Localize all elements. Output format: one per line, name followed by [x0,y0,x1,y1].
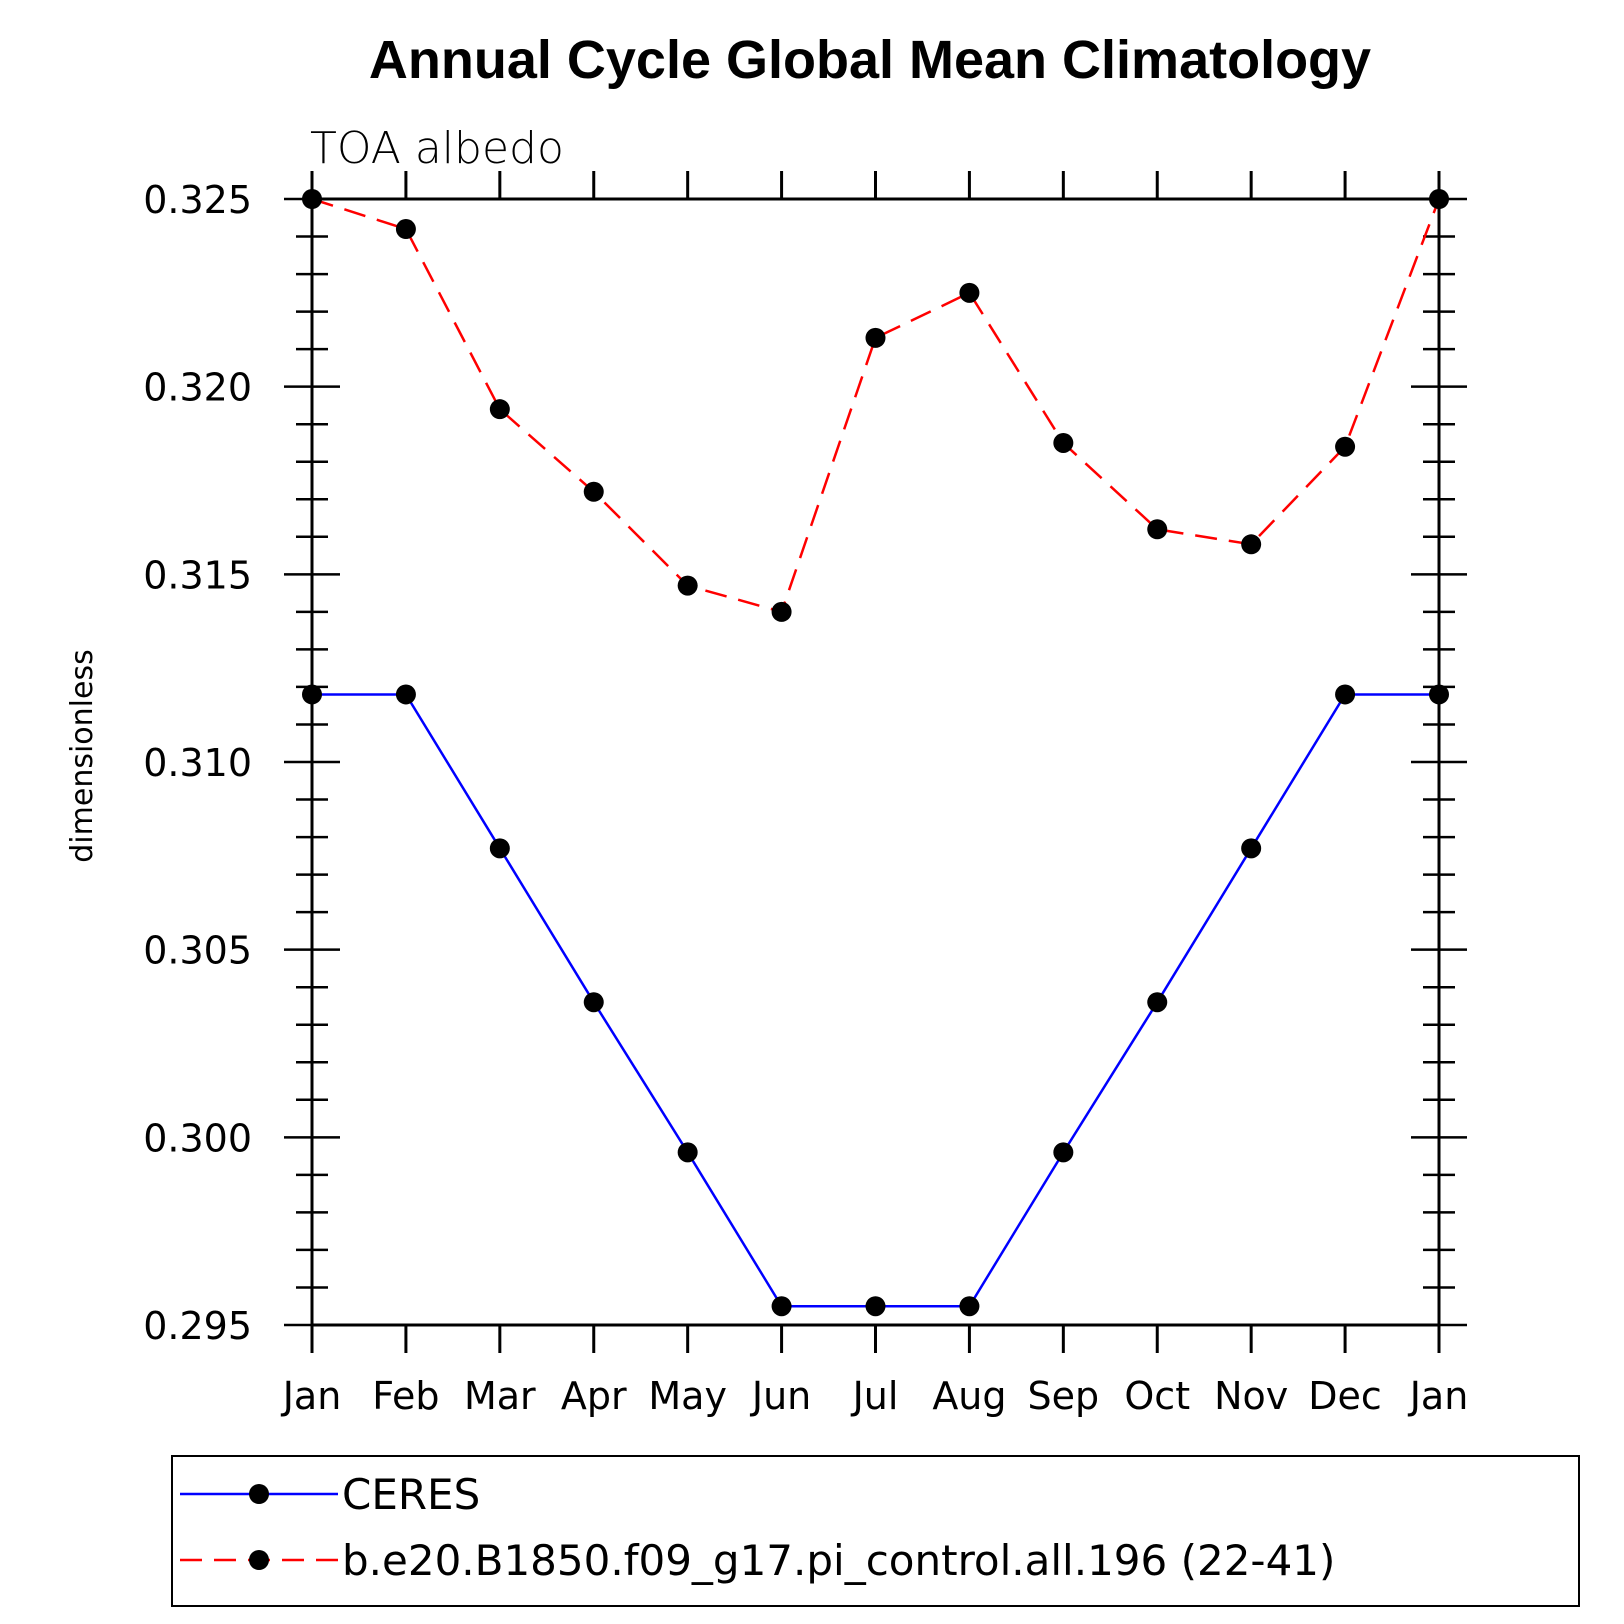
legend-marker-1 [249,1484,269,1504]
chart-title: Annual Cycle Global Mean Climatology [369,30,1371,90]
series-2-point [1147,519,1168,540]
x-tick-label: Oct [1124,1374,1190,1418]
tick-labels: Jan Feb Mar Apr May Jun Jul Aug Sep Oct Nov Dec Jan 0… [143,178,1468,1418]
series-line-1 [312,693,1439,1308]
series-1-point [395,684,416,705]
x-tick-label: Jan [1408,1374,1469,1418]
x-tick-label: Jun [750,1374,811,1418]
y-tick-label: 0.300 [143,1116,252,1160]
series-2-point [865,327,886,348]
legend-label-1: CERES [342,1470,480,1519]
x-tick-label: Feb [372,1374,439,1418]
y-tick-label: 0.325 [143,178,252,222]
series-2-point [1429,189,1449,209]
x-tick-label: Jan [281,1374,342,1418]
y-tick-label: 0.310 [143,741,252,785]
series-1-point [1241,838,1262,859]
series-2-point [1053,432,1074,453]
series-1-point [771,1296,792,1317]
legend-label-2: b.e20.B1850.f09_g17.pi_control.all.196 (… [342,1536,1335,1585]
series-1-point [677,1142,698,1163]
x-tick-label: Jul [851,1374,899,1418]
series-line-2 [311,197,1441,614]
y-tick-label: 0.305 [143,929,252,973]
legend-box [171,1455,1580,1607]
series-1-point [959,1296,980,1317]
legend-items: CERES b.e20.B1850.f09_g17.pi_control.all.… [180,1470,1335,1585]
series-1-point [583,992,604,1013]
series-1-point [865,1296,886,1317]
y-tick-label: 0.320 [143,366,252,410]
axis-ticks [284,171,1467,1353]
series-2-point [677,575,698,596]
x-tick-label: Nov [1214,1374,1288,1418]
x-tick-label: Apr [561,1374,627,1418]
series-2-point [771,601,792,622]
x-tick-label: Sep [1028,1374,1100,1418]
x-tick-label: Aug [932,1374,1006,1418]
legend: CERES b.e20.B1850.f09_g17.pi_control.all.… [171,1455,1580,1607]
y-tick-label: 0.315 [143,553,252,597]
series-1-point [489,838,510,859]
x-tick-label: Dec [1308,1374,1382,1418]
series-2-point [1335,436,1356,457]
y-axis-label: dimensionless [65,649,100,862]
series-1-point [1053,1142,1074,1163]
series-2-point [395,219,416,240]
series-1-point [1147,992,1168,1013]
series-2-point [302,189,322,209]
x-tick-label: Mar [464,1374,536,1418]
series-2-point [959,282,980,303]
series-1-point [1429,684,1449,705]
legend-marker-2 [249,1550,269,1570]
plot-frame [310,197,1441,1327]
series-1-point [302,684,322,705]
series-2-point [1241,534,1262,555]
series-2-point [489,399,510,420]
series-layer [302,189,1449,1317]
series-2-point [583,481,604,502]
x-tick-label: May [648,1374,727,1418]
series-1-point [1335,684,1356,705]
y-tick-label: 0.295 [143,1304,252,1348]
chart-subtitle: TOA albedo [310,123,564,174]
